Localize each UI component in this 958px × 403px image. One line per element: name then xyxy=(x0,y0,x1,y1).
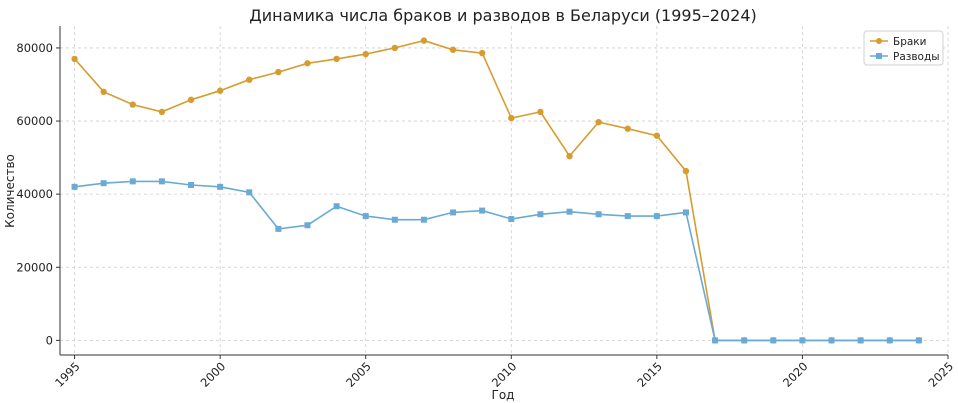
data-point xyxy=(712,337,719,344)
data-point xyxy=(362,213,369,220)
grid xyxy=(60,26,949,355)
data-point xyxy=(246,189,253,196)
data-point xyxy=(508,114,515,122)
data-point xyxy=(595,118,602,126)
y-axis-label: Количество xyxy=(3,154,17,228)
data-point xyxy=(449,46,457,53)
chart-title: Динамика числа браков и разводов в Белар… xyxy=(249,6,756,25)
data-point xyxy=(508,216,515,223)
y-tick-label: 60000 xyxy=(16,114,53,128)
data-point xyxy=(362,50,369,58)
data-point xyxy=(304,222,311,229)
series-line-0 xyxy=(74,39,919,342)
data-point xyxy=(158,108,166,116)
data-point xyxy=(770,337,777,344)
legend: Браки Разводы xyxy=(863,30,944,66)
legend-marker xyxy=(876,53,882,59)
data-point xyxy=(71,183,78,190)
data-point xyxy=(915,337,922,344)
data-point xyxy=(420,37,428,44)
data-point xyxy=(217,183,224,190)
legend-label: Разводы xyxy=(893,51,940,63)
data-point xyxy=(333,203,340,210)
data-point xyxy=(653,132,661,139)
data-point xyxy=(304,60,311,67)
data-point xyxy=(682,167,690,175)
data-point xyxy=(246,76,253,83)
x-tick-label: 2005 xyxy=(343,359,374,390)
data-point xyxy=(129,178,136,185)
legend-marker xyxy=(876,38,882,44)
data-point xyxy=(187,96,195,104)
y-tick-label: 0 xyxy=(46,333,53,347)
data-point xyxy=(566,152,573,160)
data-point xyxy=(537,108,544,116)
data-point xyxy=(71,55,78,63)
data-point xyxy=(595,211,602,218)
x-tick-label: 2015 xyxy=(634,359,665,390)
data-point xyxy=(741,337,748,344)
x-tick-label: 2025 xyxy=(926,359,957,390)
data-point xyxy=(682,209,689,216)
data-point xyxy=(333,55,340,63)
data-point xyxy=(566,208,573,215)
data-point xyxy=(391,44,399,52)
data-point xyxy=(479,207,486,214)
y-tick-label: 40000 xyxy=(16,187,53,201)
data-point xyxy=(886,337,893,344)
data-point xyxy=(129,101,136,108)
data-point xyxy=(624,213,631,220)
data-point xyxy=(450,209,457,216)
x-tick-label: 1995 xyxy=(52,359,83,390)
data-point xyxy=(857,337,864,344)
y-tick-label: 20000 xyxy=(16,260,53,274)
data-point xyxy=(828,337,835,344)
data-point xyxy=(653,213,660,220)
data-point xyxy=(478,49,486,57)
series-group xyxy=(71,37,923,344)
legend-label: Браки xyxy=(893,36,926,48)
data-point xyxy=(275,225,282,232)
x-axis-label: Год xyxy=(492,388,515,402)
data-point xyxy=(188,182,195,189)
axes: 0 20000 40000 60000 80000 1995 2000 2005 2010 201… xyxy=(16,26,956,390)
data-point xyxy=(216,87,224,94)
data-point xyxy=(391,216,398,223)
x-tick-label: 2020 xyxy=(780,359,811,390)
y-tick-label: 80000 xyxy=(16,41,53,55)
data-point xyxy=(100,180,107,187)
series-line-1 xyxy=(74,180,919,342)
data-point xyxy=(100,88,107,96)
data-point xyxy=(624,125,631,132)
x-tick-label: 2010 xyxy=(489,359,520,390)
data-point xyxy=(537,211,544,218)
data-point xyxy=(420,216,427,223)
data-point xyxy=(799,337,806,344)
x-tick-label: 2000 xyxy=(198,359,229,390)
data-point xyxy=(275,68,282,76)
data-point xyxy=(158,178,165,185)
